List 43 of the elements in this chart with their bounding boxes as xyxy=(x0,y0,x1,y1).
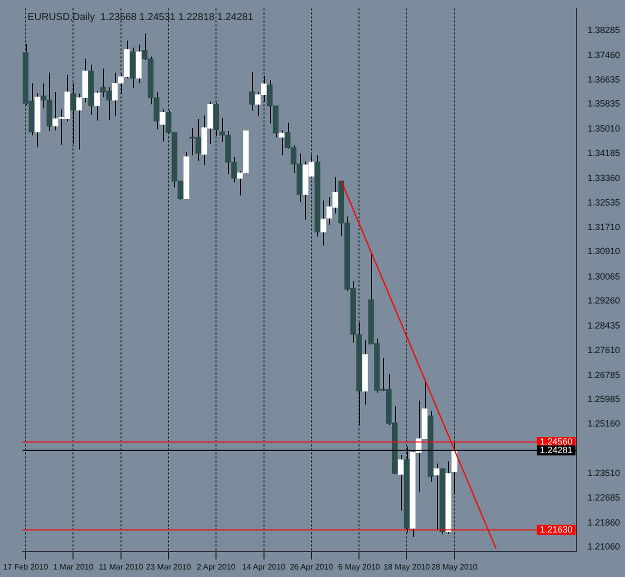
x-tick-label: 26 Apr 2010 xyxy=(290,562,334,572)
ref-line-label: 1.24560 xyxy=(540,436,572,447)
y-tick-label: 1.23510 xyxy=(587,468,620,478)
x-tick-label: 1 Mar 2010 xyxy=(52,562,94,572)
y-tick-label: 1.38285 xyxy=(587,25,620,36)
y-tick-label: 1.29260 xyxy=(587,296,620,306)
ref-line-label: 1.24281 xyxy=(540,444,572,455)
y-tick-label: 1.30065 xyxy=(587,272,620,282)
y-tick-label: 1.36635 xyxy=(587,74,620,85)
x-tick-label: 18 May 2010 xyxy=(384,562,430,572)
y-tick-label: 1.22685 xyxy=(587,492,620,503)
y-tick-label: 1.34185 xyxy=(587,148,620,158)
y-tick-label: 1.37460 xyxy=(587,50,620,60)
y-tick-label: 1.21860 xyxy=(587,517,620,528)
chart-title: EURUSD,Daily 1.23568 1.24531 1.22818 1.24281 xyxy=(28,12,254,24)
candlestick xyxy=(320,200,326,246)
y-tick-label: 1.31710 xyxy=(587,222,620,232)
y-tick-label: 1.35835 xyxy=(587,98,620,109)
y-tick-label: 1.32535 xyxy=(587,198,620,208)
y-tick-label: 1.27610 xyxy=(587,345,620,356)
x-tick-label: 14 Apr 2010 xyxy=(242,562,286,572)
x-tick-label: 23 Mar 2010 xyxy=(146,562,192,572)
x-tick-label: 28 May 2010 xyxy=(431,562,478,572)
candlestick xyxy=(94,90,100,121)
y-tick-label: 1.30910 xyxy=(587,246,620,256)
candlestick xyxy=(434,463,440,530)
y-tick-label: 1.26785 xyxy=(587,370,620,380)
candlestick xyxy=(52,92,58,131)
x-tick-label: 17 Feb 2010 xyxy=(3,562,49,572)
x-tick-label: 6 May 2010 xyxy=(338,562,381,572)
candlestick xyxy=(398,454,404,512)
candlestick xyxy=(70,82,76,144)
y-tick-label: 1.21060 xyxy=(587,541,620,552)
candlestick xyxy=(278,130,284,156)
y-tick-label: 1.25160 xyxy=(587,418,620,429)
x-tick-label: 2 Apr 2010 xyxy=(196,562,236,572)
x-tick-label: 11 Mar 2010 xyxy=(98,562,144,572)
y-tick-label: 1.25985 xyxy=(587,394,620,404)
y-tick-label: 1.35010 xyxy=(587,123,620,134)
ref-line-label: 1.21630 xyxy=(540,524,572,534)
y-tick-label: 1.33360 xyxy=(587,172,620,183)
y-tick-label: 1.28435 xyxy=(587,320,620,330)
candlestick xyxy=(249,71,255,112)
